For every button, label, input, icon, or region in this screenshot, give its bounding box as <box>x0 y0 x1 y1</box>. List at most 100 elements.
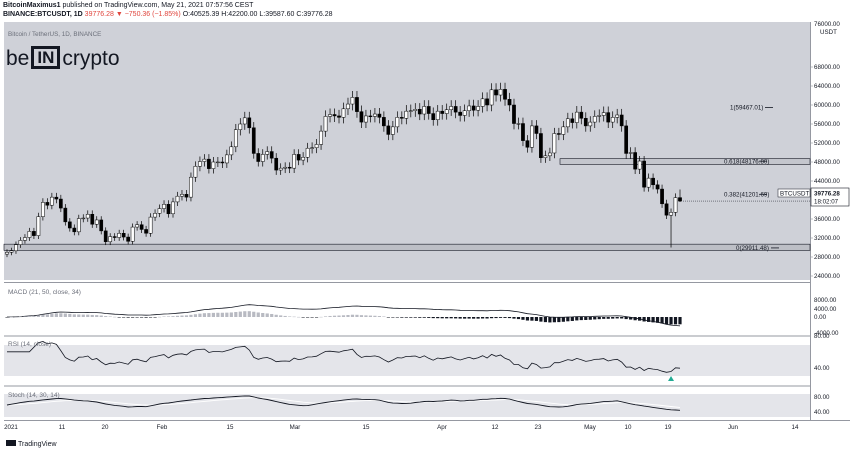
stoch-title[interactable]: Stoch (14, 30, 14) <box>8 392 60 399</box>
macd-histogram-bar <box>157 316 162 318</box>
price-pane[interactable] <box>4 22 810 280</box>
candle-body <box>386 125 391 135</box>
macd-histogram-bar <box>45 314 49 317</box>
macd-histogram-bar <box>431 317 435 319</box>
macd-histogram-bar <box>458 317 462 319</box>
macd-histogram-bar <box>9 316 14 318</box>
candle-body <box>14 244 18 252</box>
macd-histogram-bar <box>534 317 539 321</box>
macd-histogram-bar <box>288 316 292 317</box>
price-change: 39776.28 ▼ −750.36 (−1.85%) <box>82 11 183 18</box>
candle-body <box>435 110 440 120</box>
candle-body <box>171 201 175 215</box>
candle-body <box>552 133 557 154</box>
macd-histogram-bar <box>193 314 198 317</box>
macd-histogram-bar <box>279 315 283 317</box>
price-tick-label: 60000.00 <box>814 102 840 109</box>
time-axis[interactable]: 2021 11 20 Feb 15 Mar 15 Apr 12 23 May 10 19 Jun 14 <box>4 424 799 431</box>
macd-histogram-bar <box>359 315 364 317</box>
macd-histogram-bar <box>32 315 36 317</box>
macd-histogram-bar <box>512 317 516 319</box>
candle-body <box>328 114 332 117</box>
candle-body <box>669 212 673 216</box>
candle-body <box>597 115 602 117</box>
candle-body <box>543 155 548 158</box>
tradingview-icon <box>6 440 16 446</box>
candle-body <box>207 158 211 169</box>
candle-body <box>121 233 126 238</box>
macd-histogram-bar <box>337 315 341 317</box>
countdown-label: 18:02:07 <box>814 199 839 206</box>
candle-body <box>27 231 32 238</box>
price-axis[interactable]: 68000.00 64000.00 60000.00 56000.00 52000.00… <box>810 64 840 280</box>
candle-body <box>480 98 485 107</box>
candle-body <box>216 161 220 164</box>
macd-histogram-bar <box>593 317 597 320</box>
candle-body <box>399 117 404 119</box>
candle-body <box>615 114 620 118</box>
candle-body <box>23 237 27 241</box>
candle-body <box>507 99 512 106</box>
candle-body <box>485 98 489 106</box>
rsi-tick-label: 80.00 <box>814 333 830 340</box>
candle-body <box>189 176 193 198</box>
support-zone <box>3 243 811 251</box>
macd-histogram-bar <box>373 315 377 317</box>
candle-body <box>525 140 530 148</box>
macd-histogram-bar <box>104 316 108 317</box>
candle-body <box>521 123 525 141</box>
macd-histogram-bar <box>633 317 637 321</box>
macd-title[interactable]: MACD (21, 50, close, 34) <box>8 289 81 296</box>
candle-body <box>229 146 234 156</box>
candle-body <box>99 219 104 232</box>
macd-histogram-bar <box>81 314 85 317</box>
macd-histogram-bar <box>247 311 251 317</box>
macd-histogram-bar <box>548 317 552 323</box>
candle-body <box>557 133 561 135</box>
macd-histogram-bar <box>148 317 153 318</box>
macd-pane[interactable] <box>4 285 810 335</box>
macd-histogram-bar <box>274 314 278 317</box>
candle-body <box>368 115 373 117</box>
candle-body <box>81 217 86 220</box>
candle-body <box>296 154 301 161</box>
macd-histogram-bar <box>270 313 274 317</box>
symbol-tag-text: BTCUSDT <box>780 191 809 198</box>
candle-body <box>422 106 427 115</box>
candle-body <box>574 111 579 123</box>
candle-body <box>85 214 90 219</box>
candle-body <box>50 196 54 206</box>
candle-body <box>256 153 261 162</box>
stoch-tick-label: 80.00 <box>814 394 830 401</box>
fib-retracement: 1(59467.01) 0.618(48176.80) 0.382(41201.69… <box>724 105 779 252</box>
macd-histogram-bar <box>611 317 615 319</box>
fib-level-label: 0.382(41201.69) <box>724 191 769 198</box>
macd-histogram-bar <box>552 317 556 323</box>
candle-body <box>664 203 669 216</box>
candle-body <box>561 126 566 135</box>
candle-body <box>453 106 458 113</box>
author-name[interactable]: BitcoinMaximus1 <box>3 2 61 9</box>
macd-histogram-bar <box>283 315 287 317</box>
fib-level-label: 0.618(48176.80) <box>724 158 769 165</box>
macd-histogram-bar <box>355 314 359 317</box>
currency-label: USDT <box>820 29 837 36</box>
macd-histogram-bar <box>117 317 121 318</box>
macd-histogram-bar <box>655 317 660 323</box>
candle-body <box>193 166 198 178</box>
macd-tick-label: 4000.00 <box>814 306 837 313</box>
candle-body <box>319 130 323 145</box>
symbol-watermark: Bitcoin / TetherUS, 1D, BINANCE <box>8 31 101 38</box>
macd-histogram-bar <box>584 317 588 320</box>
macd-histogram-bar <box>207 313 211 317</box>
macd-histogram-bar <box>480 317 485 319</box>
macd-histogram-bar <box>18 316 23 318</box>
candle-body <box>157 208 162 214</box>
stoch-k-line <box>6 395 681 411</box>
candle-body <box>655 184 660 190</box>
rsi-title[interactable]: RSI (14, close) <box>8 341 51 348</box>
candle-body <box>408 110 413 112</box>
candle-body <box>673 197 678 213</box>
footer-brand[interactable]: TradingView <box>18 441 57 448</box>
